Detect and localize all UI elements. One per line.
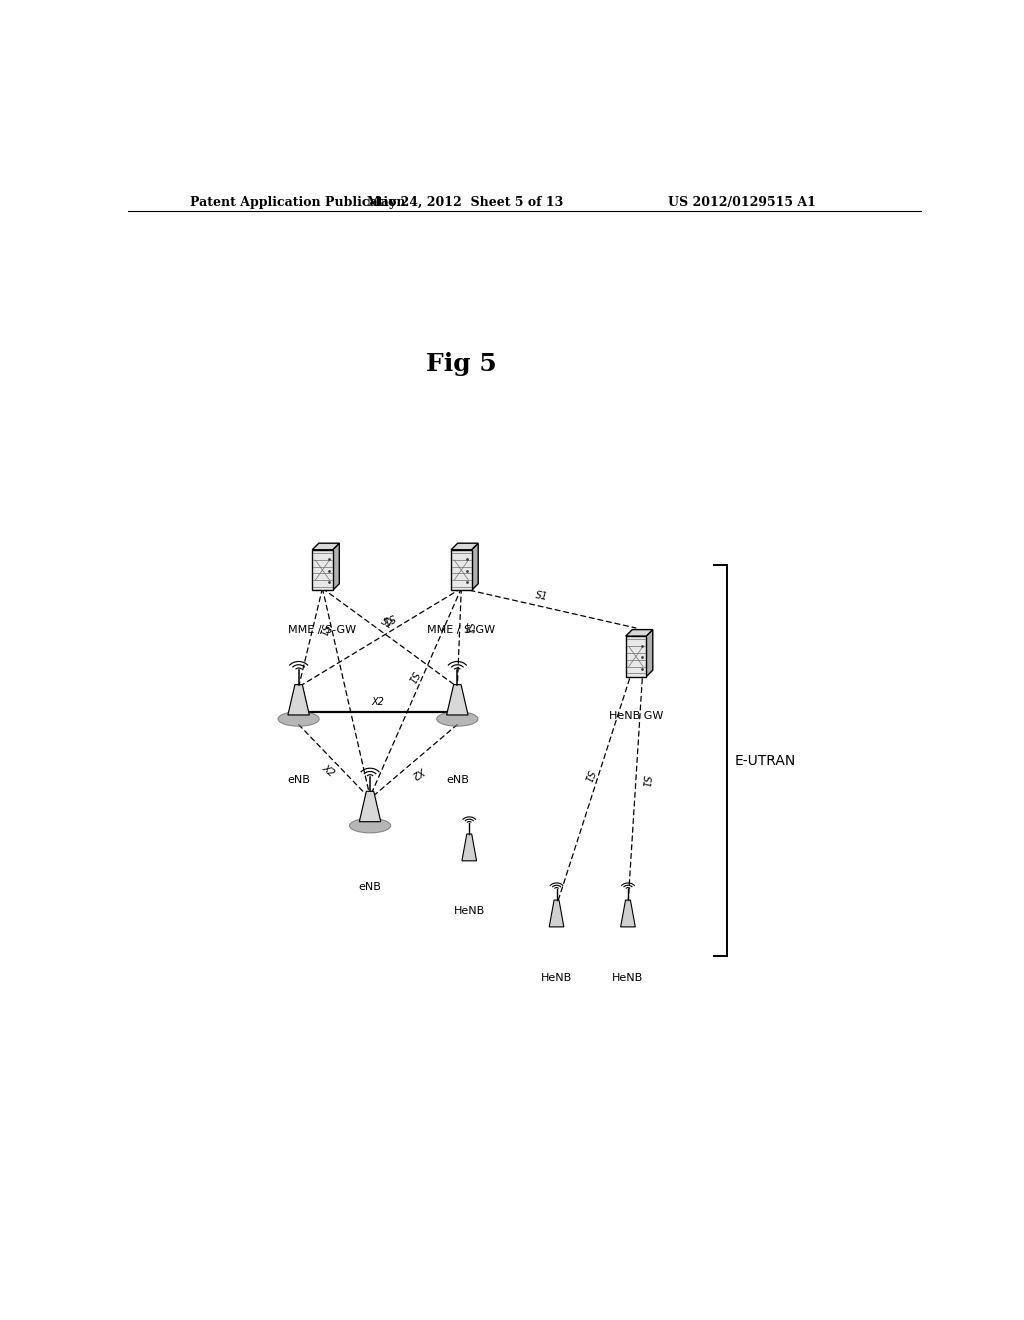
Text: eNB: eNB: [358, 882, 382, 892]
Text: Fig 5: Fig 5: [426, 351, 497, 375]
Text: May 24, 2012  Sheet 5 of 13: May 24, 2012 Sheet 5 of 13: [368, 195, 563, 209]
Polygon shape: [472, 544, 478, 590]
Text: E-UTRAN: E-UTRAN: [735, 754, 797, 768]
Polygon shape: [312, 544, 339, 549]
Polygon shape: [626, 630, 652, 636]
Text: S1: S1: [535, 590, 548, 602]
Text: S1: S1: [406, 669, 420, 685]
Text: MME / S-GW: MME / S-GW: [427, 624, 496, 635]
Text: S1: S1: [581, 768, 595, 784]
Ellipse shape: [436, 711, 478, 726]
Polygon shape: [451, 549, 472, 590]
Text: HeNB: HeNB: [541, 973, 572, 982]
Polygon shape: [359, 791, 381, 822]
Ellipse shape: [349, 818, 391, 833]
Ellipse shape: [278, 711, 319, 726]
Polygon shape: [288, 685, 309, 715]
Polygon shape: [621, 900, 635, 927]
Text: S1: S1: [379, 616, 395, 631]
Polygon shape: [462, 834, 476, 861]
Polygon shape: [549, 900, 564, 927]
Text: eNB: eNB: [287, 775, 310, 785]
Text: X2: X2: [411, 764, 427, 780]
Text: S1: S1: [463, 622, 474, 635]
Polygon shape: [451, 544, 478, 549]
Text: S1: S1: [381, 611, 396, 626]
Polygon shape: [333, 544, 339, 590]
Text: HeNB: HeNB: [612, 973, 644, 982]
Polygon shape: [626, 636, 646, 677]
Text: HeNB: HeNB: [454, 907, 485, 916]
Text: Patent Application Publication: Patent Application Publication: [189, 195, 406, 209]
Text: HeNB GW: HeNB GW: [608, 711, 664, 721]
Text: US 2012/0129515 A1: US 2012/0129515 A1: [668, 195, 815, 209]
Text: eNB: eNB: [445, 775, 469, 785]
Polygon shape: [446, 685, 468, 715]
Polygon shape: [646, 630, 652, 677]
Text: S1: S1: [640, 775, 651, 788]
Text: S1: S1: [315, 622, 329, 636]
Text: MME / S-GW: MME / S-GW: [289, 624, 356, 635]
Text: X2: X2: [372, 697, 384, 708]
Polygon shape: [312, 549, 333, 590]
Text: X2: X2: [321, 763, 337, 779]
